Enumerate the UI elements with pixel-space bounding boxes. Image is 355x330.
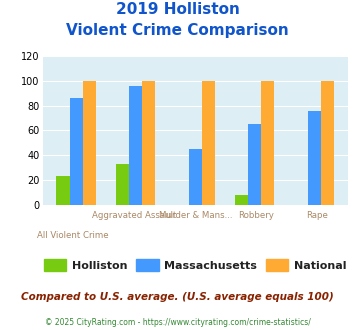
Bar — [189, 149, 202, 205]
Legend: Holliston, Massachusetts, National: Holliston, Massachusetts, National — [40, 255, 351, 275]
Bar — [261, 81, 274, 205]
Bar — [116, 164, 129, 205]
Bar — [235, 195, 248, 205]
Bar — [248, 124, 261, 205]
Bar — [142, 81, 155, 205]
Bar — [321, 81, 334, 205]
Text: Rape: Rape — [306, 211, 328, 220]
Text: All Violent Crime: All Violent Crime — [37, 231, 109, 240]
Text: Aggravated Assault: Aggravated Assault — [92, 211, 176, 220]
Text: Violent Crime Comparison: Violent Crime Comparison — [66, 23, 289, 38]
Text: Murder & Mans...: Murder & Mans... — [158, 211, 232, 220]
Bar — [308, 111, 321, 205]
Text: 2019 Holliston: 2019 Holliston — [116, 2, 239, 16]
Text: Compared to U.S. average. (U.S. average equals 100): Compared to U.S. average. (U.S. average … — [21, 292, 334, 302]
Bar — [83, 81, 96, 205]
Bar — [70, 98, 83, 205]
Text: © 2025 CityRating.com - https://www.cityrating.com/crime-statistics/: © 2025 CityRating.com - https://www.city… — [45, 318, 310, 327]
Bar — [129, 86, 142, 205]
Bar — [202, 81, 215, 205]
Text: Robbery: Robbery — [238, 211, 274, 220]
Bar — [56, 176, 70, 205]
